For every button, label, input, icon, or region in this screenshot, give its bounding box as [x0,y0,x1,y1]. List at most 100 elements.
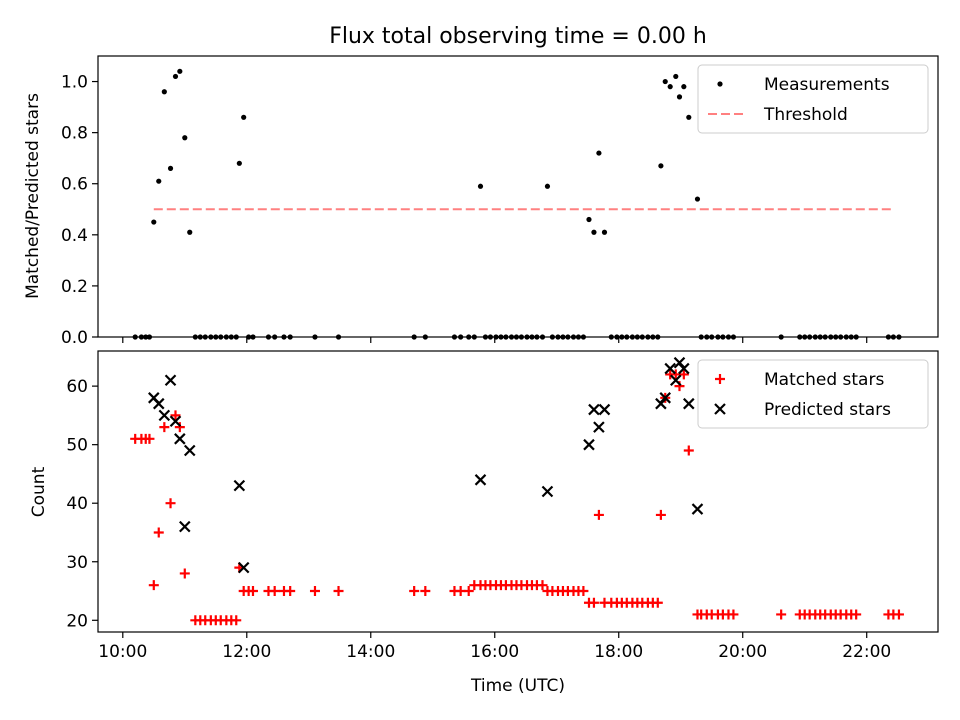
measurement-point [272,334,278,340]
measurement-point [725,334,732,340]
measurement-point [223,334,229,340]
measurement-point [143,334,149,340]
legend-label: Predicted stars [764,400,891,420]
measurement-point [151,219,157,225]
predicted-star-point [583,438,595,451]
measurement-point [493,334,499,340]
measurement-point [287,334,293,340]
measurement-point [518,334,525,340]
measurement-point [624,334,630,340]
measurement-point [890,334,896,340]
x-tick-label: 10:00 [98,642,147,662]
bottom-y-tick-label: 30 [66,553,88,573]
bottom-y-tick-label: 50 [66,436,88,456]
bottom-y-axis-label: Count [29,466,49,517]
measurement-point [885,334,892,340]
measurement-point [411,334,417,340]
measurement-point [172,73,179,80]
measurement-point [698,334,704,340]
measurement-point [482,334,489,340]
measurement-point [192,334,198,340]
predicted-star-point [174,433,186,445]
x-tick-label: 20:00 [718,642,767,662]
matched-star-point [174,422,185,433]
predicted-star-point [164,374,177,387]
measurement-point [843,334,849,340]
measurement-point [596,150,602,156]
measurement-point [812,334,818,340]
measurement-point [676,94,683,100]
measurement-point [503,334,509,340]
top-legend-box [697,64,929,134]
measurement-point [241,114,247,120]
matched-star-point [170,410,181,421]
matched-star-point [678,369,689,380]
measurement-point [458,334,464,340]
predicted-star-point [598,403,611,416]
predicted-star-point [152,397,165,410]
matched-star-point [333,586,344,597]
top-chart-title: Flux total observing time = 0.00 h [329,24,707,49]
measurement-point [451,334,458,340]
predicted-star-point [169,415,182,428]
measurement-point [167,165,174,171]
measurement-point [281,334,287,340]
top-plot-marks [132,68,902,340]
bottom-plot-marks [130,356,904,626]
x-axis-label: Time (UTC) [470,676,565,696]
measurement-point [807,334,813,340]
top-axis-ticks: 0.0 0.2 0.4 0.6 0.8 1.0 [61,73,868,348]
measurement-point [686,114,692,120]
measurement-point [471,334,477,340]
measurement-point [265,334,272,340]
matched-star-point [247,586,258,597]
legend-label: Matched stars [764,370,884,390]
measurement-point [228,334,234,340]
measurement-point [529,334,535,340]
measurement-point [591,229,597,235]
measurement-point [681,84,687,90]
predicted-star-point [593,421,605,433]
measurement-point [487,334,494,340]
matched-star-point [420,586,431,597]
x-tick-label: 12:00 [222,642,271,662]
legend-marker-measurements [717,81,723,87]
measurement-point [634,334,640,340]
top-y-tick-label: 0.6 [61,175,88,195]
predicted-star-point [683,397,695,410]
matched-star-point [159,422,170,433]
measurement-point [658,163,664,169]
x-tick-label: 22:00 [842,642,891,662]
measurement-point [715,334,721,340]
measurement-point [508,334,515,340]
measurement-point [477,183,484,189]
measurement-point [797,334,803,340]
bottom-y-tick-label: 40 [66,494,88,514]
legend-label: Measurements [764,75,890,95]
measurement-point [534,334,540,340]
bottom-axis-ticks: 10:00 12:00 14:00 16:00 18:00 20:00 22:00 20 30 4… [66,377,891,662]
predicted-star-point [541,485,554,498]
measurement-point [694,196,701,202]
top-y-tick-label: 0.0 [61,328,88,348]
measurement-point [570,334,577,340]
top-y-tick-label: 0.8 [61,124,88,144]
top-y-tick-label: 1.0 [61,73,88,93]
bottom-legend: Matched stars Predicted stars [697,359,929,429]
measurement-point [817,334,823,340]
matched-star-point [285,586,296,597]
predicted-star-point [691,503,704,515]
measurement-point [639,334,645,340]
measurement-point [250,334,256,340]
x-tick-label: 14:00 [346,642,395,662]
measurement-point [720,334,726,340]
measurement-point [539,334,546,340]
measurement-point [208,334,214,340]
measurement-point [213,334,219,340]
matched-star-point [593,509,604,520]
bottom-legend-box [697,359,929,429]
measurement-point [853,334,859,340]
matched-star-point [153,527,164,538]
matched-star-point [269,586,280,597]
predicted-star-point [474,474,487,486]
